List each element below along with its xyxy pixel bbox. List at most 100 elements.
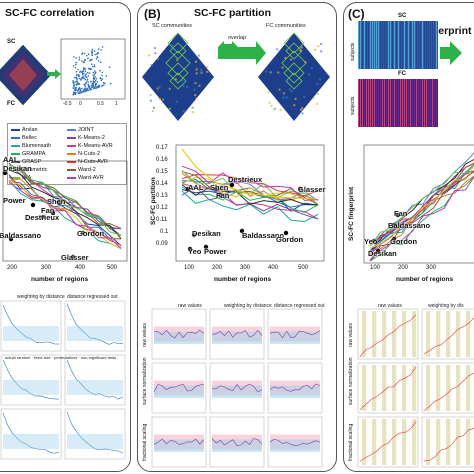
b-ytick-1: 0.16 [156, 157, 168, 163]
scatter-point [93, 76, 95, 79]
scatter-point [82, 74, 84, 76]
scatter-point [82, 70, 84, 72]
b-ytick-0: 0.17 [156, 145, 168, 151]
scatter-point [101, 78, 104, 80]
fingerprint-column [382, 21, 383, 69]
matrix-cell [182, 85, 185, 88]
scatter-point [72, 65, 75, 67]
fingerprint-column [360, 21, 361, 69]
c-xtick-0: 100 [370, 265, 381, 271]
community-block [167, 32, 189, 54]
decay-line [2, 305, 60, 345]
scatter-point [77, 90, 79, 92]
band-blue [154, 439, 204, 452]
bar-band [426, 419, 431, 465]
fingerprint-column [386, 79, 387, 127]
c-subjects-label-1: subjects [350, 96, 356, 115]
legend-label: GRASP [22, 159, 42, 165]
bar-band [466, 365, 471, 411]
band-blue [154, 385, 204, 398]
matrix-cell [316, 103, 319, 105]
parcellation-point [395, 212, 401, 218]
fingerprint-column [394, 21, 395, 69]
band-line [269, 383, 321, 392]
legend-swatch [67, 169, 76, 171]
b-ytick-8: 0.09 [156, 241, 168, 247]
matrix-cell [276, 48, 279, 51]
scatter-point [88, 87, 91, 89]
scatter-point [97, 60, 100, 62]
scatter-point [88, 72, 91, 74]
fingerprint-column [382, 79, 383, 127]
parcellation-point [80, 230, 86, 236]
scatter-point [94, 71, 97, 74]
small-multiple-panel [64, 354, 126, 406]
matrix-cell [284, 57, 287, 60]
scatter-point [85, 90, 87, 92]
overlap-label: overlap [228, 35, 247, 41]
b-xlabel: number of regions [214, 276, 272, 283]
fingerprint-column [362, 21, 363, 69]
scatter-point [100, 49, 102, 51]
scatter-point [90, 68, 93, 70]
fingerprint-column [426, 79, 427, 127]
fingerprint-column [366, 79, 367, 127]
legend-label: N-Cuts-AVR [78, 159, 108, 165]
point-label-aal: AAL [3, 155, 19, 164]
matrix-cell [154, 52, 157, 55]
legend-label: K-Means-2 [78, 135, 105, 141]
scatter-point [81, 53, 83, 55]
fingerprint-column [424, 21, 425, 69]
scatter-point [92, 80, 95, 82]
b-row-label-0: raw values [142, 323, 148, 347]
scatter-point [92, 87, 95, 90]
c-xtick-1: 200 [398, 265, 409, 271]
b-sub-header-0: raw values [178, 303, 202, 309]
matrix-cell [171, 44, 174, 47]
community-block [165, 50, 191, 76]
legend-item: JOINT [67, 126, 123, 134]
point-label-baldassano: Baldassano [0, 231, 42, 240]
scatter-point [87, 81, 89, 83]
matrix-cell [162, 98, 164, 101]
matrix-cell [159, 98, 161, 101]
fingerprint-column [390, 79, 391, 127]
fingerprint-column [384, 79, 385, 127]
fingerprint-column [436, 79, 437, 127]
b-ytick-3: 0.14 [156, 181, 168, 187]
series-line [8, 178, 122, 240]
scatter-point [84, 60, 86, 62]
fingerprint-column [394, 79, 395, 127]
scatter-point [72, 80, 74, 82]
matrix-cell [282, 96, 285, 99]
b-label-aal: AAL [188, 183, 204, 192]
parcellation-point [40, 214, 46, 220]
scatter-point [94, 53, 97, 56]
bar-band [436, 365, 441, 411]
panel-b: (B) SC-FC partition SC communities FC co… [137, 2, 337, 472]
scatter-point [95, 57, 98, 60]
b-sub-header-2: distance regressed out [274, 303, 325, 309]
b-xtick-1: 200 [212, 265, 223, 271]
fingerprint-column [404, 79, 405, 127]
sc-communities-label: SC communities [152, 23, 193, 29]
scatter-point [79, 70, 82, 73]
scatter-point [102, 81, 105, 84]
panel-c-line-chart [363, 144, 474, 264]
matrix-cell [206, 66, 209, 68]
fingerprint-column [372, 79, 373, 127]
legend-swatch [11, 161, 20, 163]
bar-band [372, 419, 377, 465]
scatter-point [75, 80, 78, 83]
bar-band [466, 419, 471, 465]
fingerprint-column [428, 21, 429, 69]
matrix-cell [180, 79, 183, 82]
fingerprint-column [358, 79, 359, 127]
matrix-cell [300, 108, 302, 111]
fingerprint-column [406, 79, 407, 127]
scatter-point [94, 83, 97, 85]
panel-b-title: SC-FC partition [194, 7, 271, 19]
legend-label: Geometric [22, 167, 48, 173]
point-label-glasser: Glasser [61, 253, 89, 262]
b-ytick-4: 0.13 [156, 193, 168, 199]
